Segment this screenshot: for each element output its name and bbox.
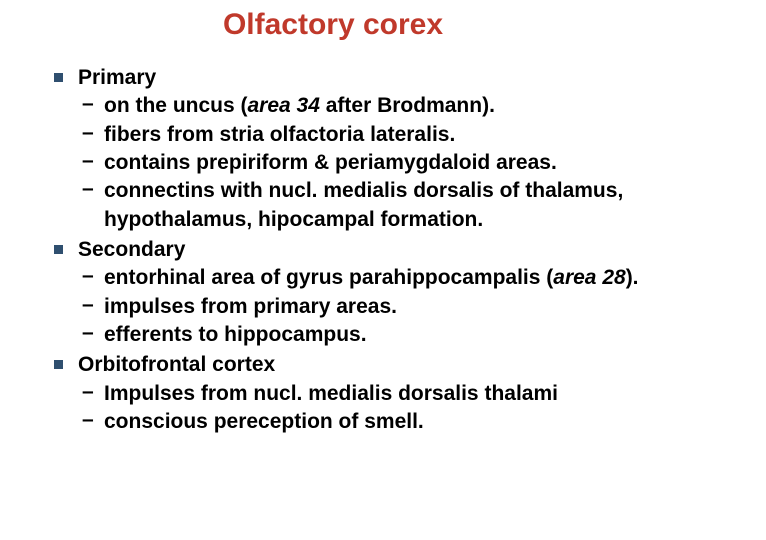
dash-bullet-icon: – (82, 92, 94, 116)
slide-title: Olfactory corex (20, 8, 746, 42)
item-text: fibers from stria olfactoria lateralis. (104, 123, 455, 146)
square-bullet-icon (54, 73, 63, 82)
dash-bullet-icon: – (82, 264, 94, 288)
text-italic: area 28 (553, 266, 625, 289)
list-item: – connectins with nucl. medialis dorsali… (104, 177, 746, 234)
list-item: – entorhinal area of gyrus parahippocamp… (104, 264, 746, 292)
dash-bullet-icon: – (82, 380, 94, 404)
text-prefix: entorhinal area of gyrus parahippocampal… (104, 266, 553, 289)
text-suffix: ). (626, 266, 639, 289)
list-item: – efferents to hippocampus. (104, 321, 746, 349)
slide: Olfactory corex Primary – on the uncus (… (0, 0, 766, 540)
sub-list: – entorhinal area of gyrus parahippocamp… (78, 264, 746, 349)
item-text: entorhinal area of gyrus parahippocampal… (104, 266, 639, 289)
content-list: Primary – on the uncus (area 34 after Br… (20, 64, 746, 436)
text-italic: area 34 (248, 94, 320, 117)
item-text: impulses from primary areas. (104, 295, 397, 318)
dash-bullet-icon: – (82, 293, 94, 317)
list-item: – contains prepiriform & periamygdaloid … (104, 149, 746, 177)
dash-bullet-icon: – (82, 408, 94, 432)
sub-list: – on the uncus (area 34 after Brodmann).… (78, 92, 746, 234)
text-suffix: after Brodmann). (320, 94, 495, 117)
section-secondary: Secondary – entorhinal area of gyrus par… (78, 236, 746, 349)
item-text: Impulses from nucl. medialis dorsalis th… (104, 382, 558, 405)
square-bullet-icon (54, 360, 63, 369)
dash-bullet-icon: – (82, 321, 94, 345)
dash-bullet-icon: – (82, 121, 94, 145)
item-text: contains prepiriform & periamygdaloid ar… (104, 151, 557, 174)
sub-list: – Impulses from nucl. medialis dorsalis … (78, 380, 746, 437)
section-heading: Orbitofrontal cortex (78, 353, 275, 376)
dash-bullet-icon: – (82, 177, 94, 201)
list-item: – Impulses from nucl. medialis dorsalis … (104, 380, 746, 408)
dash-bullet-icon: – (82, 149, 94, 173)
list-item: – impulses from primary areas. (104, 293, 746, 321)
item-text: on the uncus (area 34 after Brodmann). (104, 94, 495, 117)
item-text: efferents to hippocampus. (104, 323, 367, 346)
item-text: conscious pereception of smell. (104, 410, 424, 433)
section-primary: Primary – on the uncus (area 34 after Br… (78, 64, 746, 234)
section-heading: Secondary (78, 238, 185, 261)
list-item: – on the uncus (area 34 after Brodmann). (104, 92, 746, 120)
list-item: – conscious pereception of smell. (104, 408, 746, 436)
list-item: – fibers from stria olfactoria lateralis… (104, 121, 746, 149)
section-heading: Primary (78, 66, 156, 89)
item-text: connectins with nucl. medialis dorsalis … (104, 179, 623, 230)
section-orbitofrontal: Orbitofrontal cortex – Impulses from nuc… (78, 351, 746, 436)
text-prefix: on the uncus ( (104, 94, 248, 117)
square-bullet-icon (54, 245, 63, 254)
